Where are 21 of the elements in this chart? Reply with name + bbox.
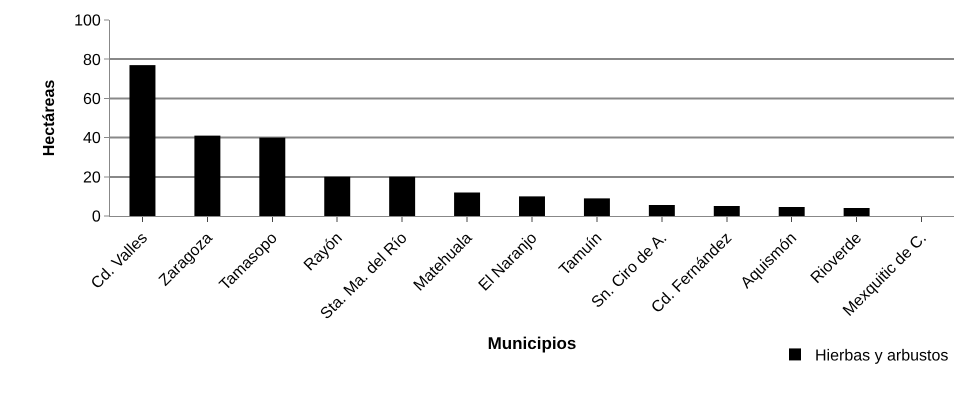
bar xyxy=(778,206,805,216)
y-tick-label: 60 xyxy=(83,91,101,108)
y-tick-label: 20 xyxy=(83,169,101,186)
bar xyxy=(519,196,545,216)
y-tick-label: 100 xyxy=(74,12,101,30)
y-tick-label: 80 xyxy=(83,52,101,69)
bar xyxy=(259,138,286,216)
bar xyxy=(389,176,416,216)
bar xyxy=(844,208,870,216)
x-axis-title: Municipios xyxy=(488,334,576,354)
bar xyxy=(648,205,675,216)
bar xyxy=(584,198,610,216)
bar xyxy=(454,192,480,216)
y-tick-label: 40 xyxy=(83,130,101,148)
bar xyxy=(129,65,156,216)
bar xyxy=(324,176,350,216)
y-axis-title: Hectáreas xyxy=(40,80,58,156)
legend-label: Hierbas y arbustos xyxy=(815,348,948,365)
y-tick-label: 0 xyxy=(92,208,101,226)
bar xyxy=(714,206,740,216)
bar xyxy=(194,136,220,216)
